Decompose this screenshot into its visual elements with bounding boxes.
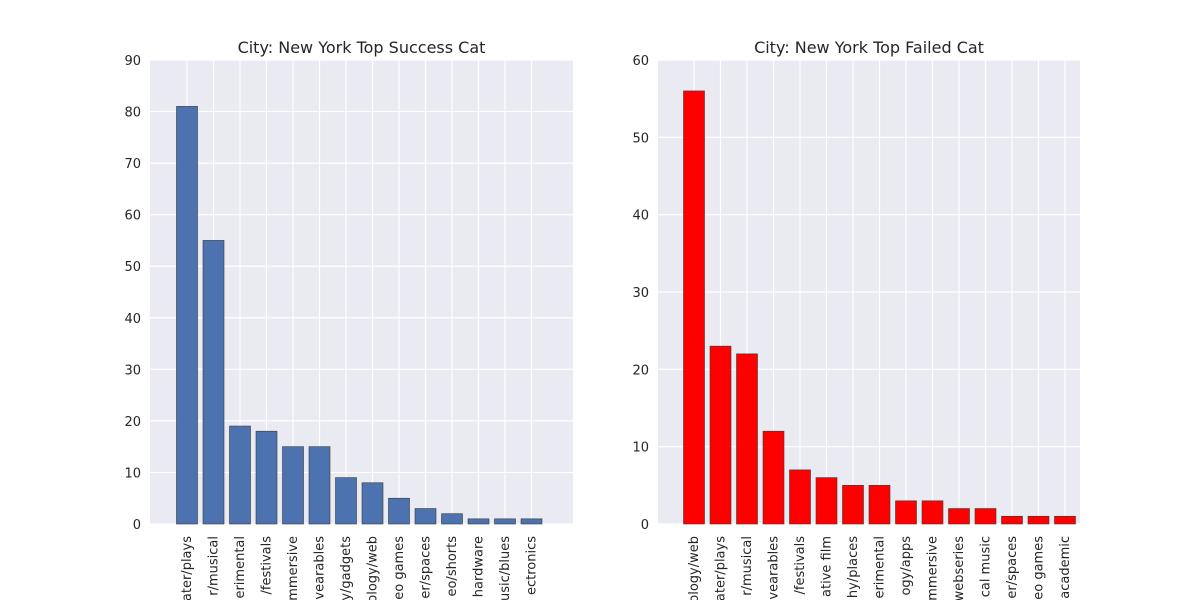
- y-tick-label: 40: [632, 209, 649, 224]
- y-tick-label: 20: [632, 363, 649, 378]
- bar: [948, 508, 970, 525]
- x-tick-label: r/musical: [740, 536, 755, 596]
- bar: [736, 353, 758, 525]
- y-tick-label: 60: [632, 54, 649, 69]
- x-tick-label: eo games: [392, 536, 407, 600]
- bar: [335, 477, 357, 525]
- bar: [895, 500, 917, 525]
- x-tick-label: hardware: [472, 536, 487, 597]
- x-tick-label: ogy/apps: [899, 536, 914, 596]
- bar: [388, 497, 410, 525]
- y-tick-label: 40: [124, 312, 141, 327]
- x-tick-label: ology/web: [366, 536, 381, 600]
- bar: [494, 518, 516, 525]
- bar: [1054, 515, 1076, 525]
- bar: [414, 508, 437, 525]
- x-tick-label: mmersive: [286, 536, 301, 600]
- x-tick-label: y/gadgets: [339, 536, 354, 600]
- bars: [176, 106, 543, 525]
- bar: [842, 485, 864, 525]
- y-tick-label: 0: [133, 518, 141, 533]
- x-tick-label: ectronics: [525, 536, 540, 595]
- x-tick-label: ology/web: [687, 536, 702, 600]
- x-tick-label: erimental: [233, 536, 248, 599]
- x-tick-labels: ater/plays r/musical erimental/festivals mm…: [180, 536, 540, 600]
- bar: [361, 482, 384, 525]
- bar: [282, 446, 304, 525]
- bar: [1027, 515, 1050, 525]
- bar: [520, 518, 543, 525]
- y-tick-label: 50: [632, 131, 649, 146]
- chart-title: City: New York Top Success Cat: [238, 38, 486, 57]
- x-tick-label: mmersive: [926, 536, 941, 600]
- y-tick-label: 70: [124, 157, 141, 172]
- x-tick-label: webseries: [952, 536, 967, 600]
- x-tick-label: /festivals: [793, 536, 808, 595]
- bar: [683, 90, 705, 525]
- y-tick-labels: 0 10 20 30 40 50 60: [632, 54, 649, 533]
- bar: [202, 240, 225, 525]
- bar: [441, 513, 463, 525]
- bar: [308, 446, 331, 525]
- bar: [176, 106, 198, 525]
- x-tick-labels: ology/web ater/plays r/musical vearables/fe…: [687, 536, 1073, 600]
- x-tick-label: usic/blues: [498, 536, 513, 600]
- y-tick-label: 50: [124, 260, 141, 275]
- success-category-chart: 0 10 20 30 40 50 60 70 80 90 ater/plays r/musical e…: [124, 38, 573, 600]
- bar: [815, 477, 838, 525]
- bar: [868, 485, 891, 525]
- y-tick-labels: 0 10 20 30 40 50 60 70 80 90: [124, 54, 141, 533]
- y-tick-label: 0: [641, 518, 649, 533]
- chart-title: City: New York Top Failed Cat: [754, 38, 984, 57]
- bar: [789, 469, 811, 525]
- x-tick-label: ater/plays: [180, 536, 195, 600]
- y-tick-label: 30: [124, 363, 141, 378]
- bars: [683, 90, 1076, 525]
- bar: [255, 430, 278, 525]
- x-tick-label: cal music: [979, 536, 994, 597]
- x-tick-label: ative film: [820, 536, 835, 597]
- x-tick-label: er/spaces: [419, 536, 434, 599]
- bar: [1001, 515, 1023, 525]
- y-tick-label: 90: [124, 54, 141, 69]
- x-tick-label: eo/shorts: [445, 536, 460, 597]
- x-tick-label: vearables: [313, 536, 328, 600]
- bar: [762, 430, 785, 525]
- x-tick-label: hy/places: [846, 536, 861, 598]
- bar: [921, 500, 944, 525]
- y-tick-label: 10: [632, 441, 649, 456]
- x-tick-label: academic: [1058, 536, 1073, 599]
- x-tick-label: r/musical: [207, 536, 222, 596]
- bar: [709, 345, 732, 525]
- y-tick-label: 10: [124, 466, 141, 481]
- failed-category-chart: 0 10 20 30 40 50 60 ology/web ater/plays r/music…: [632, 38, 1080, 600]
- bar: [467, 518, 490, 525]
- x-tick-label: er/spaces: [1005, 536, 1020, 599]
- y-tick-label: 30: [632, 286, 649, 301]
- y-tick-label: 80: [124, 106, 141, 121]
- x-tick-label: ater/plays: [714, 536, 729, 600]
- y-tick-label: 20: [124, 415, 141, 430]
- bar: [229, 425, 251, 525]
- x-tick-label: /festivals: [260, 536, 275, 595]
- x-tick-label: eo games: [1032, 536, 1047, 600]
- x-tick-label: erimental: [873, 536, 888, 599]
- x-tick-label: vearables: [767, 536, 782, 600]
- y-tick-label: 60: [124, 209, 141, 224]
- bar: [974, 508, 997, 525]
